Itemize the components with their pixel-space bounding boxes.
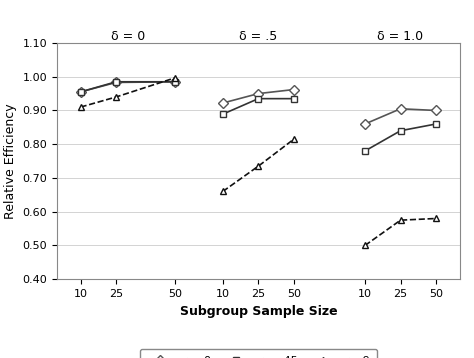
X-axis label: Subgroup Sample Size: Subgroup Sample Size xyxy=(180,305,337,318)
Y-axis label: Relative Efficiency: Relative Efficiency xyxy=(4,103,17,219)
Text: δ = 0: δ = 0 xyxy=(111,30,145,43)
Legend: r = 0, r = .45, r=.9: r = 0, r = .45, r=.9 xyxy=(140,349,377,358)
Text: δ = .5: δ = .5 xyxy=(239,30,277,43)
Text: δ = 1.0: δ = 1.0 xyxy=(377,30,424,43)
